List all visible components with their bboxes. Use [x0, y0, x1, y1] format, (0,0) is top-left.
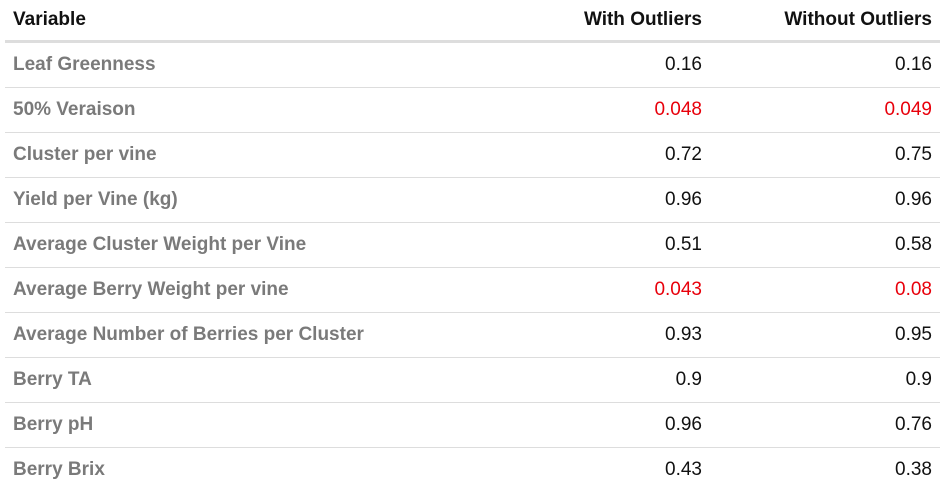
variable-cell: Yield per Vine (kg) — [5, 177, 480, 223]
with-outliers-cell: 0.96 — [480, 177, 710, 223]
variable-cell: Berry TA — [5, 357, 480, 403]
without-outliers-cell: 0.58 — [710, 222, 940, 268]
without-outliers-cell: 0.76 — [710, 402, 940, 448]
without-outliers-cell: 0.16 — [710, 41, 940, 88]
variable-cell: Berry Brix — [13, 459, 105, 480]
header-with-outliers: With Outliers — [480, 0, 710, 43]
variable-cell: Berry pH — [5, 402, 480, 448]
with-outliers-cell: 0.43 — [665, 459, 702, 480]
table-row: Berry TA 0.9 0.9 — [5, 357, 940, 403]
without-outliers-cell: 0.75 — [710, 132, 940, 178]
without-outliers-cell: 0.9 — [710, 357, 940, 403]
with-outliers-cell: 0.9 — [480, 357, 710, 403]
without-outliers-cell: 0.08 — [710, 267, 940, 313]
with-outliers-cell: 0.043 — [480, 267, 710, 313]
with-outliers-cell: 0.96 — [480, 402, 710, 448]
without-outliers-cell: 0.38 — [895, 459, 932, 480]
with-outliers-cell: 0.16 — [480, 41, 710, 88]
without-outliers-cell: 0.96 — [710, 177, 940, 223]
with-outliers-cell: 0.93 — [480, 312, 710, 358]
table-row: Leaf Greenness 0.16 0.16 — [5, 41, 940, 88]
without-outliers-cell: 0.049 — [710, 87, 940, 133]
with-outliers-cell: 0.048 — [480, 87, 710, 133]
variable-cell: 50% Veraison — [5, 87, 480, 133]
header-variable: Variable — [5, 0, 480, 43]
table-row: Average Berry Weight per vine 0.043 0.08 — [5, 267, 940, 313]
variable-cell: Average Number of Berries per Cluster — [5, 312, 480, 358]
table-row: Average Number of Berries per Cluster 0.9… — [5, 312, 940, 358]
table-header: Variable With Outliers Without Outliers — [5, 0, 940, 43]
header-without-outliers: Without Outliers — [710, 0, 940, 43]
with-outliers-cell: 0.72 — [480, 132, 710, 178]
variable-cell: Leaf Greenness — [5, 41, 480, 88]
table-row: Cluster per vine 0.72 0.75 — [5, 132, 940, 178]
header-row: Variable With Outliers Without Outliers — [5, 0, 940, 43]
variable-cell: Cluster per vine — [5, 132, 480, 178]
without-outliers-cell: 0.95 — [710, 312, 940, 358]
p-value-table: Variable With Outliers Without Outliers … — [5, 0, 940, 492]
table-row: Berry Brix 0.43 0.38 — [5, 448, 940, 493]
table-row: Average Cluster Weight per Vine 0.51 0.58 — [5, 222, 940, 268]
variable-cell: Average Cluster Weight per Vine — [5, 222, 480, 268]
table-row: 50% Veraison 0.048 0.049 — [5, 87, 940, 133]
table-row: Berry pH 0.96 0.76 — [5, 402, 940, 448]
table-body: Leaf Greenness 0.16 0.16 50% Veraison 0.048 0… — [5, 41, 940, 493]
table-row: Yield per Vine (kg) 0.96 0.96 — [5, 177, 940, 223]
variable-cell: Average Berry Weight per vine — [5, 267, 480, 313]
with-outliers-cell: 0.51 — [480, 222, 710, 268]
results-table-container: Variable With Outliers Without Outliers … — [5, 0, 940, 492]
